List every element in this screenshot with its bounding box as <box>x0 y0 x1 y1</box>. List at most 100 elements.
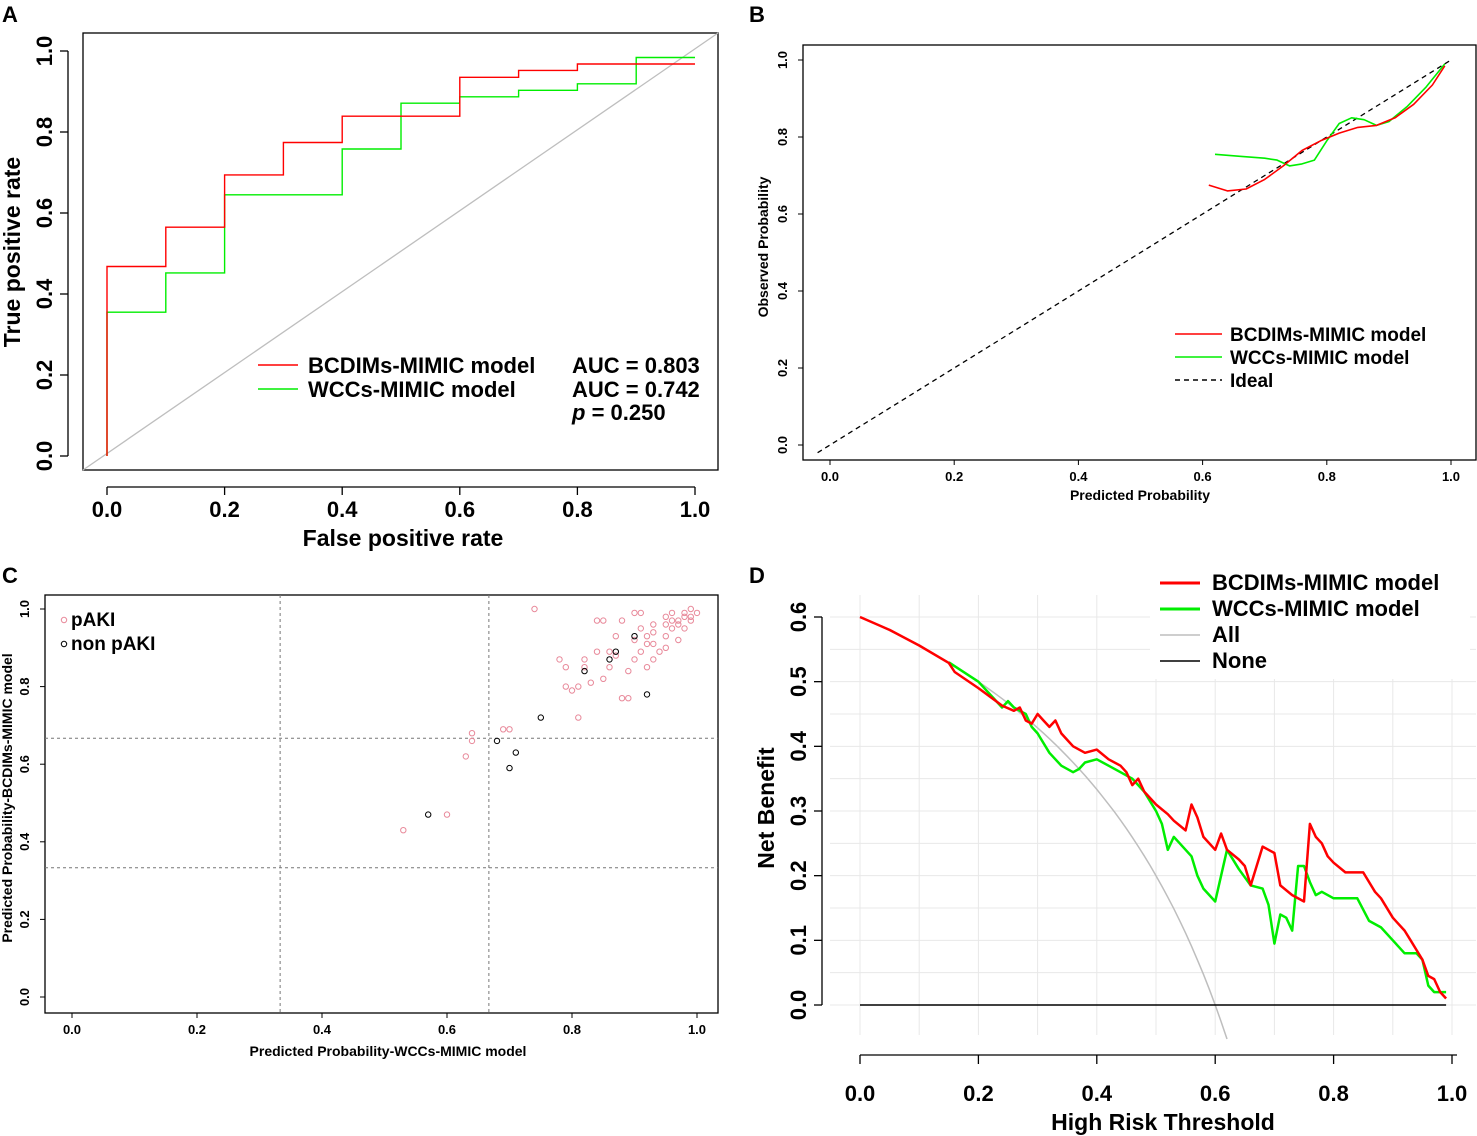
panel-c-points <box>400 605 701 834</box>
x-tick-label: 0.0 <box>92 497 123 522</box>
x-tick-label: 0.2 <box>188 1022 206 1037</box>
panel-d-curves <box>859 615 1448 1040</box>
point-pAKI <box>650 640 657 648</box>
x-tick-label: 1.0 <box>1442 469 1460 484</box>
point-pAKI <box>687 613 694 620</box>
panel-a-legend: BCDIMs-MIMIC model WCCs-MIMIC model AUC … <box>258 353 700 425</box>
point-pAKI <box>443 811 451 818</box>
y-tick-label: 0.2 <box>32 360 57 391</box>
legend-label-bcdims: BCDIMs-MIMIC model <box>1230 325 1426 346</box>
point-pAKI <box>556 656 563 663</box>
point-non-pAKI <box>512 749 519 756</box>
x-tick-label: 0.8 <box>563 1022 581 1037</box>
legend-label-bcdims: BCDIMs-MIMIC model <box>1212 570 1439 595</box>
x-tick-label: 0.6 <box>445 497 476 522</box>
point-pAKI <box>631 609 638 617</box>
calibration-curve-wccs <box>1214 63 1446 167</box>
point-pAKI <box>637 609 644 617</box>
legend-label-wccs: WCCs-MIMIC model <box>1230 348 1409 369</box>
point-pAKI <box>631 636 638 644</box>
point-pAKI <box>675 636 682 644</box>
x-tick-label: 1.0 <box>1437 1081 1468 1106</box>
point-non-pAKI <box>493 737 501 745</box>
point-pAKI <box>500 726 507 733</box>
point-pAKI <box>662 621 669 628</box>
p-value: = 0.250 <box>585 400 665 425</box>
point-pAKI <box>643 640 651 648</box>
point-pAKI <box>575 683 582 690</box>
point-pAKI <box>575 714 582 721</box>
panel-b-plot-frame <box>802 44 1477 461</box>
legend-background <box>1150 567 1470 679</box>
legend-auc-bcdims: AUC = 0.803 <box>572 353 700 378</box>
x-tick-label: 0.2 <box>209 497 240 522</box>
roc-curve-wccs <box>106 56 695 456</box>
reference-diagonal <box>82 32 719 471</box>
legend-label-bcdims: BCDIMs-MIMIC model <box>308 353 535 378</box>
point-pAKI <box>675 617 682 624</box>
y-tick-label: 0.4 <box>786 730 811 761</box>
panel-c-letter: C <box>2 563 18 588</box>
point-pAKI <box>600 617 607 624</box>
p-symbol: p <box>571 400 585 425</box>
panel-b-curves <box>817 59 1452 454</box>
legend-auc-wccs: AUC = 0.742 <box>572 377 700 402</box>
point-pAKI <box>650 621 657 628</box>
x-tick-label: 0.2 <box>945 469 963 484</box>
point-pAKI <box>618 617 626 624</box>
point-non-pAKI <box>612 648 619 655</box>
net-benefit-curve-bcdims <box>859 615 1448 1000</box>
y-tick-label: 1.0 <box>775 51 790 69</box>
point-pAKI <box>506 726 513 733</box>
panel-d-y-label: Net Benefit <box>753 747 779 869</box>
x-tick-label: 0.4 <box>1069 469 1088 484</box>
panel-b-y-label: Observed Probability <box>755 176 771 317</box>
legend-marker-non-pAKI <box>60 640 68 648</box>
y-tick-label: 0.0 <box>786 990 811 1021</box>
x-tick-label: 0.0 <box>63 1022 81 1037</box>
point-pAKI <box>681 613 688 620</box>
net-benefit-curve-wccs <box>948 661 1447 994</box>
point-pAKI <box>693 609 701 617</box>
panel-a-letter: A <box>2 2 18 27</box>
point-pAKI <box>612 633 619 640</box>
point-pAKI <box>625 695 632 702</box>
point-pAKI <box>662 644 669 651</box>
point-pAKI <box>593 648 601 655</box>
y-tick-label: 0.6 <box>32 198 57 229</box>
panel-d-x-label: High Risk Threshold <box>1051 1109 1275 1135</box>
point-pAKI <box>581 664 588 671</box>
point-pAKI <box>668 609 676 617</box>
y-tick-label: 0.8 <box>775 128 790 146</box>
point-pAKI <box>468 730 476 737</box>
legend-label-ideal: Ideal <box>1230 371 1273 392</box>
panel-b-letter: B <box>749 2 765 27</box>
point-pAKI <box>650 629 657 636</box>
calibration-curve-bcdims <box>1208 65 1446 192</box>
panel-d-legend: BCDIMs-MIMIC model WCCs-MIMIC model All … <box>1150 567 1470 679</box>
panel-c-axes: 0.0 0.2 0.4 0.6 0.8 1.0 0.0 0.2 0.4 0.6 0.8 1.0 <box>17 595 718 1037</box>
point-pAKI <box>637 648 644 655</box>
panel-b-axes: 0.0 0.2 0.4 0.6 0.8 1.0 0.0 0.2 0.4 0.6 0.8 1.0 <box>775 51 1460 484</box>
point-pAKI <box>662 633 669 640</box>
panel-a: A 0.0 0.2 0.4 0.6 0.8 1.0 0.0 0.2 0.4 0.6 0.8 1.0 F… <box>0 2 719 551</box>
panel-b-legend: BCDIMs-MIMIC model WCCs-MIMIC model Idea… <box>1175 325 1426 392</box>
point-pAKI <box>593 617 601 624</box>
y-tick-label: 0.0 <box>775 436 790 454</box>
y-tick-label: 0.4 <box>17 832 32 851</box>
point-non-pAKI <box>537 714 544 721</box>
y-tick-label: 0.6 <box>17 755 32 773</box>
y-tick-label: 0.6 <box>775 205 790 223</box>
point-pAKI <box>462 753 469 760</box>
panel-b: B 0.0 0.2 0.4 0.6 0.8 1.0 0.0 0.2 0.4 0.6 0.8 1.0 P… <box>749 2 1477 503</box>
p-value-label: p = 0.250 <box>571 400 666 425</box>
roc-curve-bcdims <box>106 63 695 456</box>
y-tick-label: 0.1 <box>786 925 811 956</box>
panel-c-plot-frame <box>44 594 719 1014</box>
point-pAKI <box>631 656 638 663</box>
point-non-pAKI <box>506 764 513 772</box>
y-tick-label: 1.0 <box>32 36 57 67</box>
point-pAKI <box>668 617 676 624</box>
ideal-line <box>817 59 1452 454</box>
